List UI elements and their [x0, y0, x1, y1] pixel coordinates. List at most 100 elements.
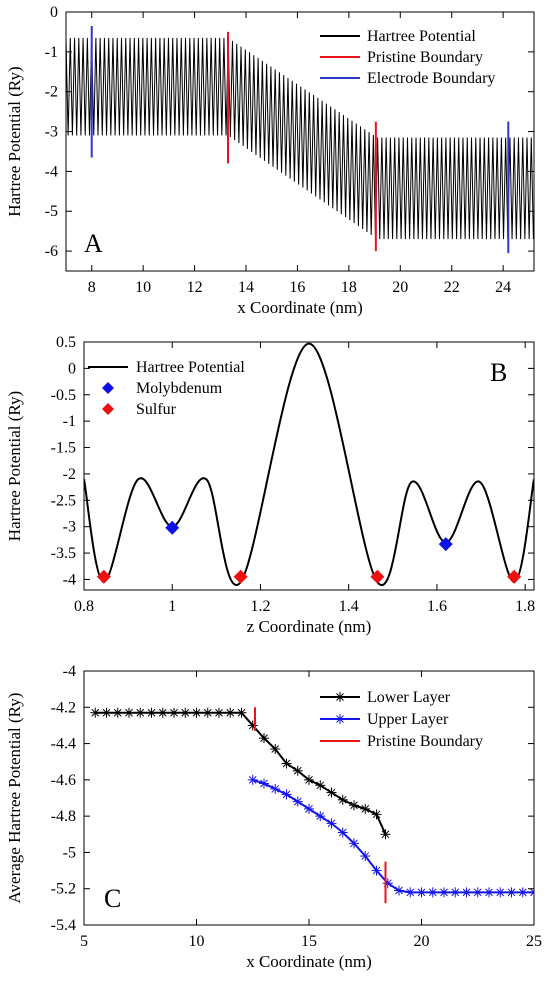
asterisk-stroke	[260, 779, 268, 788]
series-upper-layer-point	[529, 887, 534, 898]
asterisk-stroke	[485, 888, 493, 897]
y-tick-label: -1	[63, 413, 76, 430]
x-axis-label: x Coordinate (nm)	[237, 298, 363, 317]
asterisk-stroke	[336, 715, 344, 723]
panel-B: 0.8 1 1.2 1.4 1.6 1.8 0.5 0 -0.5 -1 -1.5 -2 -2.5 -3 -3…	[5, 334, 535, 636]
series-upper-layer-point	[259, 778, 269, 789]
x-tick-label: 22	[444, 279, 460, 296]
asterisk-stroke	[518, 888, 527, 897]
series-lower-layer-point	[202, 707, 213, 718]
asterisk-stroke	[338, 795, 347, 804]
x-tick-label: 15	[301, 933, 317, 950]
series-sulfur-point	[507, 569, 522, 584]
series-hartree-potential	[66, 37, 534, 240]
series-upper-layer-point	[439, 887, 449, 898]
series-lower-layer-point	[180, 707, 191, 718]
x-tick-label: 1.6	[427, 598, 447, 615]
asterisk-stroke	[271, 785, 280, 793]
series-lower-layer-point	[315, 780, 326, 791]
y-tick-label: -3	[63, 519, 76, 536]
y-axis-label: Average Hartree Potential (Ry)	[5, 693, 24, 904]
asterisk-stroke	[282, 759, 291, 768]
x-tick-label: 8	[88, 279, 96, 296]
asterisk-stroke	[361, 852, 370, 860]
y-axis-label: Hartree Potential (Ry)	[5, 391, 24, 541]
series-lower-layer-point	[360, 803, 371, 814]
x-tick-label: 20	[414, 933, 430, 950]
series-upper-layer-point	[427, 887, 438, 898]
y-tick-label: -4	[45, 163, 58, 180]
asterisk-stroke	[305, 776, 313, 784]
plot-area	[84, 342, 534, 587]
asterisk-stroke	[226, 708, 235, 717]
y-tick-label: 0	[50, 4, 58, 21]
series-upper-layer-point	[371, 865, 382, 876]
asterisk-stroke	[530, 888, 534, 894]
legend-asterisk	[335, 714, 345, 724]
series-lower-layer-point	[225, 707, 236, 718]
x-tick-label: 18	[341, 279, 357, 296]
asterisk-stroke	[305, 805, 313, 813]
series-upper-layer-point	[326, 818, 337, 829]
x-tick-label: 20	[392, 279, 408, 296]
x-tick-label: 5	[80, 933, 88, 950]
legend: Hartree Potential Pristine Boundary Electr…	[320, 28, 495, 87]
series-lower-layer-point	[337, 794, 348, 805]
series-sulfur-point	[370, 569, 385, 584]
series-upper-layer-point	[270, 783, 281, 794]
y-tick-label: -5	[63, 844, 76, 861]
asterisk-stroke	[406, 888, 415, 897]
series-lower-layer-point	[214, 707, 224, 718]
series-lower-layer-point	[304, 774, 314, 785]
asterisk-stroke	[338, 828, 347, 837]
x-tick-label: 24	[495, 279, 511, 296]
series-sulfur-point	[96, 569, 111, 584]
asterisk-stroke	[530, 891, 534, 897]
asterisk-stroke	[203, 708, 212, 717]
legend-label: Electrode Boundary	[367, 70, 495, 87]
y-tick-label: -4.2	[51, 699, 76, 716]
legend-label: Pristine Boundary	[367, 733, 483, 750]
y-tick-label: -2.5	[51, 492, 76, 509]
series-upper-layer-point	[416, 887, 427, 898]
asterisk-stroke	[473, 888, 482, 897]
x-tick-label: 10	[135, 279, 151, 296]
panel-label: A	[84, 229, 103, 258]
y-tick-label: -4.8	[51, 808, 76, 825]
asterisk-stroke	[496, 888, 505, 897]
asterisk-stroke	[336, 693, 344, 701]
asterisk-stroke	[192, 708, 201, 717]
y-tick-label: -4	[63, 663, 76, 680]
asterisk-stroke	[350, 839, 358, 848]
series-upper-layer-point	[461, 887, 472, 898]
series-lower-layer-point	[259, 733, 269, 744]
legend: Lower Layer Upper Layer Pristine Boundary	[320, 689, 483, 750]
y-tick-label: -4	[63, 571, 76, 588]
asterisk-stroke	[417, 888, 426, 897]
y-tick-label: -3.5	[51, 545, 76, 562]
series-upper-layer-point	[247, 774, 258, 785]
legend-label: Upper Layer	[367, 711, 449, 728]
series-lower-layer-point	[349, 800, 359, 811]
series-lower-layer-point	[90, 707, 101, 718]
x-tick-label: 1.8	[515, 598, 535, 615]
panel-label: C	[104, 884, 121, 913]
series-upper-layer-point	[281, 789, 292, 800]
asterisk-stroke	[428, 888, 437, 897]
asterisk-stroke	[395, 886, 403, 895]
series-lower-layer-point	[326, 787, 337, 798]
asterisk-stroke	[271, 745, 280, 753]
series-lower-layer-point	[247, 720, 258, 731]
legend-asterisk	[335, 692, 345, 702]
asterisk-stroke	[316, 812, 325, 820]
legend-label: Pristine Boundary	[367, 49, 483, 66]
series-upper-layer-point	[472, 887, 483, 898]
y-tick-label: -0.5	[51, 387, 76, 404]
x-tick-label: 0.8	[74, 598, 94, 615]
x-tick-label: 12	[187, 279, 203, 296]
panel-C: 5 10 15 20 25 -4 -4.2 -4.4 -4.6 -4.8 -5 -5.2 -5.4 x C…	[5, 663, 542, 971]
asterisk-stroke	[293, 766, 302, 775]
series-lower-layer-point	[236, 707, 247, 718]
legend-marker	[102, 382, 114, 394]
